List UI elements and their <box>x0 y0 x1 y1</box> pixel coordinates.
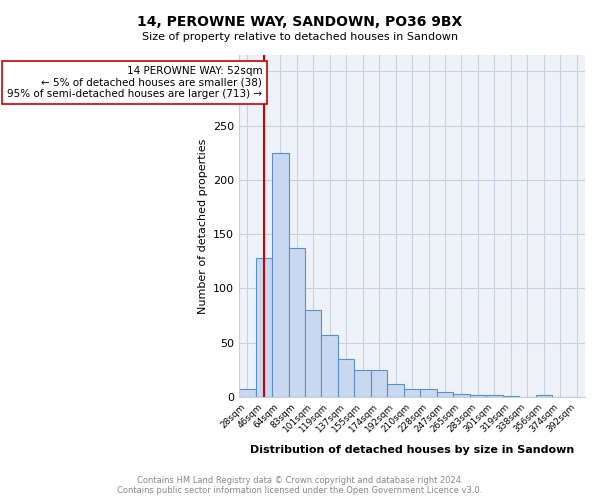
Bar <box>289 248 305 397</box>
Bar <box>470 395 486 397</box>
Bar <box>486 395 503 397</box>
Bar <box>388 384 404 397</box>
Bar <box>420 390 437 397</box>
Bar <box>322 335 338 397</box>
Text: 14, PEROWNE WAY, SANDOWN, PO36 9BX: 14, PEROWNE WAY, SANDOWN, PO36 9BX <box>137 15 463 29</box>
Bar <box>256 258 272 397</box>
Bar <box>338 359 355 397</box>
Bar <box>272 152 289 397</box>
Text: 14 PEROWNE WAY: 52sqm
← 5% of detached houses are smaller (38)
95% of semi-detac: 14 PEROWNE WAY: 52sqm ← 5% of detached h… <box>7 66 262 99</box>
Y-axis label: Number of detached properties: Number of detached properties <box>197 138 208 314</box>
Text: Contains HM Land Registry data © Crown copyright and database right 2024.
Contai: Contains HM Land Registry data © Crown c… <box>118 476 482 495</box>
Text: Size of property relative to detached houses in Sandown: Size of property relative to detached ho… <box>142 32 458 42</box>
Bar <box>355 370 371 397</box>
Bar <box>239 390 256 397</box>
Bar <box>503 396 519 397</box>
X-axis label: Distribution of detached houses by size in Sandown: Distribution of detached houses by size … <box>250 445 574 455</box>
Bar <box>305 310 322 397</box>
Bar <box>437 392 453 397</box>
Bar <box>371 370 388 397</box>
Bar <box>404 390 420 397</box>
Bar <box>453 394 470 397</box>
Bar <box>536 395 552 397</box>
